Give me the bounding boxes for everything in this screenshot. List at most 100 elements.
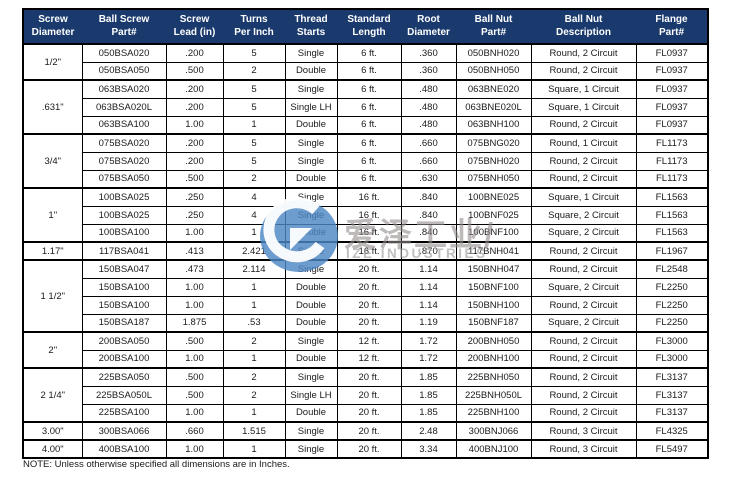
spec-cell: 117BSA041 (81, 241, 167, 261)
spec-cell: Single (284, 241, 338, 261)
table-row: 3.00" 300BSA066.660 1.515 Single 20 ft. 2.48 3… (22, 421, 709, 441)
spec-cell: FL3137 (635, 385, 709, 405)
spec-cell: Round, 2 Circuit (530, 151, 637, 171)
table-row: 1" 100BSA025.250 4 Single 16 ft. .840 100BNE02… (22, 187, 709, 243)
spec-cell: .500 (165, 367, 224, 387)
spec-cell: 063BNE020 (455, 79, 532, 99)
spec-cell: .250 (165, 205, 224, 225)
spec-cell: Single LH (284, 97, 338, 117)
spec-cell: 075BSA050 (81, 169, 167, 189)
spec-cell: 5 (222, 43, 286, 63)
column-header: Turns Per Inch (223, 9, 285, 45)
spec-cell: Square, 2 Circuit (530, 205, 637, 225)
spec-cell: .480 (400, 97, 457, 117)
spec-cell: 117BNH041 (455, 241, 532, 261)
spec-cell: 075BNH020 (455, 151, 532, 171)
spec-cell: Double (284, 169, 338, 189)
table-row: 2 1/4" 225BSA050.500 2 Single 20 ft. 1.85 225B… (22, 367, 709, 423)
spec-cell: 050BNH020 (455, 43, 532, 63)
spec-cell: 6 ft. (336, 115, 402, 135)
spec-cell: 150BSA100 (81, 295, 167, 315)
column-header: Ball Nut Description (531, 9, 636, 45)
table-row: 2" 200BSA050.500 2 Single 12 ft. 1.72 200BNH05… (22, 331, 709, 369)
spec-cell: Single (284, 205, 338, 225)
spec-cell: 1.85 (400, 385, 457, 405)
spec-cell: .480 (400, 115, 457, 135)
spec-cell: 225BNH100 (455, 403, 532, 423)
spec-cell: 1 (222, 403, 286, 423)
spec-cell: Round, 3 Circuit (530, 421, 637, 441)
spec-cell: 1.00 (165, 295, 224, 315)
column-header: Thread Starts (285, 9, 337, 45)
table-row: 075BSA050.500 2 Double 6 ft. .630 075BNH050 Ro… (23, 169, 709, 189)
spec-cell: 20 ft. (336, 421, 402, 441)
spec-cell: Square, 1 Circuit (530, 187, 637, 207)
spec-cell: Single (284, 367, 338, 387)
spec-cell: Round, 1 Circuit (530, 133, 637, 153)
table-row: 063BSA020L .200 5 Single LH 6 ft. .480 063BNE0… (23, 97, 709, 117)
spec-cell: .200 (165, 97, 224, 117)
spec-cell: 200BNH100 (455, 349, 532, 369)
spec-cell: 2 (222, 385, 286, 405)
spec-cell: Round, 2 Circuit (530, 169, 637, 189)
spec-cell: .360 (400, 61, 457, 81)
spec-cell: .360 (400, 43, 457, 63)
spec-cell: Double (284, 313, 338, 333)
spec-cell: 063BNH100 (455, 115, 532, 135)
spec-cell: 1.72 (400, 349, 457, 369)
screw-diameter-cell: 2" (22, 331, 83, 369)
spec-cell: Double (284, 61, 338, 81)
spec-cell: 050BSA020 (81, 43, 167, 63)
spec-cell: Round, 2 Circuit (530, 115, 637, 135)
spec-cell: 1 (222, 223, 286, 243)
spec-cell: Square, 2 Circuit (530, 277, 637, 297)
spec-cell: Round, 2 Circuit (530, 241, 637, 261)
spec-cell: .840 (400, 187, 457, 207)
spec-cell: 100BSA025 (81, 187, 167, 207)
spec-cell: FL2250 (635, 313, 709, 333)
spec-cell: Single (284, 43, 338, 63)
spec-cell: FL2250 (635, 295, 709, 315)
screw-diameter-cell: 3/4" (22, 133, 83, 189)
spec-cell: .250 (165, 187, 224, 207)
column-header: Root Diameter (401, 9, 456, 45)
spec-cell: 300BNJ066 (455, 421, 532, 441)
spec-cell: 225BSA050L (81, 385, 167, 405)
screw-diameter-cell: 2 1/4" (22, 367, 83, 423)
spec-cell: Double (284, 115, 338, 135)
spec-cell: Round, 2 Circuit (530, 385, 637, 405)
spec-cell: FL0937 (635, 61, 709, 81)
spec-cell: 12 ft. (336, 331, 402, 351)
spec-cell: FL3137 (635, 367, 709, 387)
spec-cell: 2 (222, 61, 286, 81)
spec-cell: .413 (165, 241, 224, 261)
table-row: 1.17" 117BSA041.413 2.421 Single 16 ft. .870 1… (22, 241, 709, 261)
spec-cell: 150BNF187 (455, 313, 532, 333)
spec-cell: FL2548 (635, 259, 709, 279)
spec-cell: 1.00 (165, 349, 224, 369)
spec-cell: 100BNE025 (455, 187, 532, 207)
footnote: NOTE: Unless otherwise specified all dim… (23, 459, 290, 470)
table-row: 150BSA100 1.00 1 Double 20 ft. 1.14 150BNF100 S… (23, 277, 709, 297)
spec-cell: 3.34 (400, 439, 457, 459)
table-row: 3/4" 075BSA020.200 5 Single 6 ft. .660 075BNG0… (22, 133, 709, 189)
spec-cell: 16 ft. (336, 205, 402, 225)
spec-cell: FL3137 (635, 403, 709, 423)
spec-cell: 1.875 (165, 313, 224, 333)
column-header: Screw Lead (in) (166, 9, 223, 45)
spec-cell: 400BSA100 (81, 439, 167, 459)
spec-cell: 20 ft. (336, 277, 402, 297)
table-row: 050BSA050.500 2 Double 6 ft. .360 050BNH050 Ro… (23, 61, 709, 81)
spec-cell: 2 (222, 169, 286, 189)
spec-cell: Square, 1 Circuit (530, 79, 637, 99)
spec-cell: FL1563 (635, 187, 709, 207)
spec-cell: 1 (222, 349, 286, 369)
spec-cell: 20 ft. (336, 259, 402, 279)
table-row: 100BSA100 1.00 1 Double 16 ft. .840 100BNF100 S… (23, 223, 709, 243)
spec-cell: Double (284, 295, 338, 315)
spec-cell: 063BNE020L (455, 97, 532, 117)
spec-cell: 2.114 (222, 259, 286, 279)
table-row: 075BSA020.200 5 Single 6 ft. .660 075BNH020 Ro… (23, 151, 709, 171)
spec-cell: .200 (165, 151, 224, 171)
